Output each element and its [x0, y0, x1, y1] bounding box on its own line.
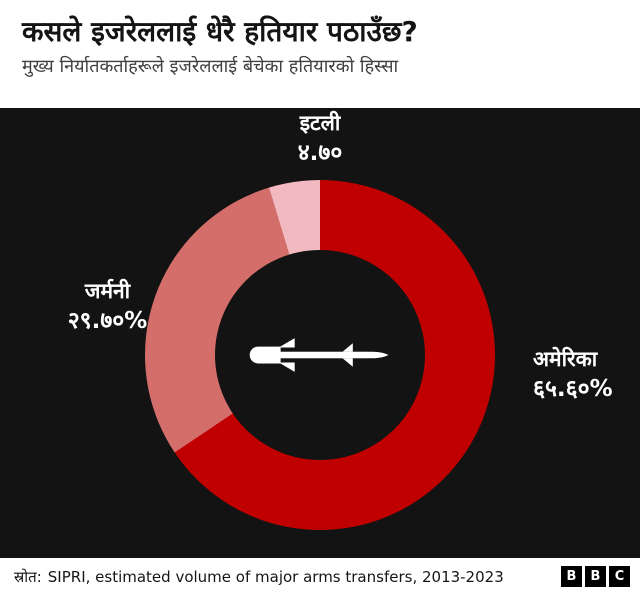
donut-chart: [145, 180, 495, 530]
label-germany: जर्मनी २९.७०%: [40, 278, 175, 337]
label-italy: इटली ४.७०: [0, 110, 640, 169]
label-america: अमेरिका ६५.६०%: [533, 346, 638, 405]
germany-name: जर्मनी: [84, 279, 131, 303]
source-value: SIPRI, estimated volume of major arms tr…: [47, 567, 504, 586]
america-name: अमेरिका: [533, 347, 598, 371]
chart-title: कसले इजरेललाई धेरै हतियार पठाउँछ?: [22, 15, 418, 48]
chart-subtitle: मुख्य निर्यातकर्ताहरूले इजरेललाई बेचेका …: [22, 55, 399, 77]
bbc-logo-c: C: [609, 566, 630, 587]
italy-value: ४.७०: [297, 140, 343, 167]
header: कसले इजरेललाई धेरै हतियार पठाउँछ? मुख्य …: [0, 0, 640, 108]
chart-area: इटली ४.७० जर्मनी २९.७०% अमेरिका ६५.६०%: [0, 108, 640, 558]
footer: स्रोत: SIPRI, estimated volume of major a…: [0, 558, 640, 595]
america-value: ६५.६०%: [533, 376, 613, 403]
source-label: स्रोत:: [14, 567, 42, 586]
italy-name: इटली: [299, 111, 341, 135]
bbc-logo: B B C: [561, 566, 630, 587]
source-text: स्रोत: SIPRI, estimated volume of major a…: [14, 567, 504, 587]
germany-value: २९.७०%: [67, 308, 148, 335]
bbc-logo-b2: B: [585, 566, 606, 587]
missile-icon: [249, 338, 389, 372]
bbc-logo-b1: B: [561, 566, 582, 587]
